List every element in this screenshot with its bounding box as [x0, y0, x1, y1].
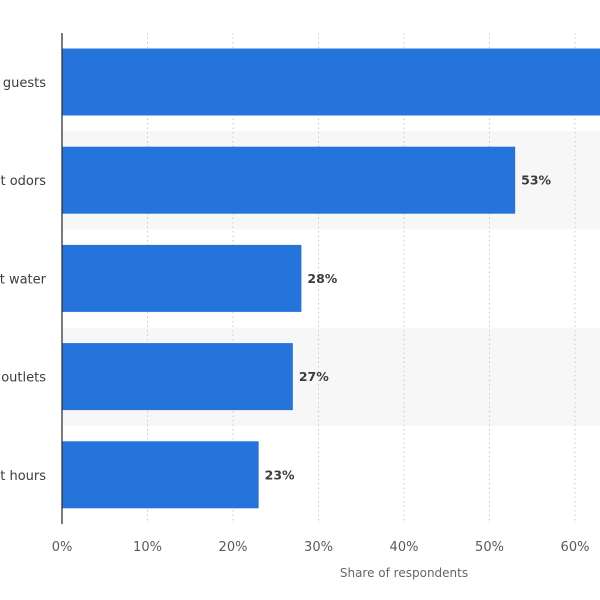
category-labels: guests t odors t water outlets t hours	[0, 76, 47, 484]
bar	[62, 343, 293, 411]
x-tick-label: 20%	[219, 540, 248, 555]
x-tick-label: 30%	[304, 540, 333, 555]
x-tick-label: 50%	[475, 540, 504, 555]
bar	[62, 146, 516, 214]
bars	[62, 48, 600, 509]
value-label: 23%	[265, 467, 295, 482]
x-tick-label: 10%	[133, 540, 162, 555]
category-label: t odors	[0, 174, 46, 189]
bar	[62, 48, 600, 116]
x-tick-label: 60%	[561, 540, 590, 555]
value-label: 28%	[307, 271, 337, 286]
bar	[62, 441, 259, 509]
category-label: outlets	[1, 371, 46, 386]
value-labels: 53% 28% 27% 23%	[265, 173, 552, 483]
x-tick-labels: 0% 10% 20% 30% 40% 50% 60%	[52, 540, 590, 555]
category-label: guests	[3, 76, 46, 91]
bar	[62, 244, 302, 312]
category-label: t hours	[0, 469, 46, 484]
x-tick-label: 40%	[390, 540, 419, 555]
x-tick-label: 0%	[52, 540, 73, 555]
category-label: t water	[0, 272, 47, 287]
x-axis-title: Share of respondents	[340, 566, 468, 580]
value-label: 53%	[521, 173, 551, 188]
value-label: 27%	[299, 369, 329, 384]
